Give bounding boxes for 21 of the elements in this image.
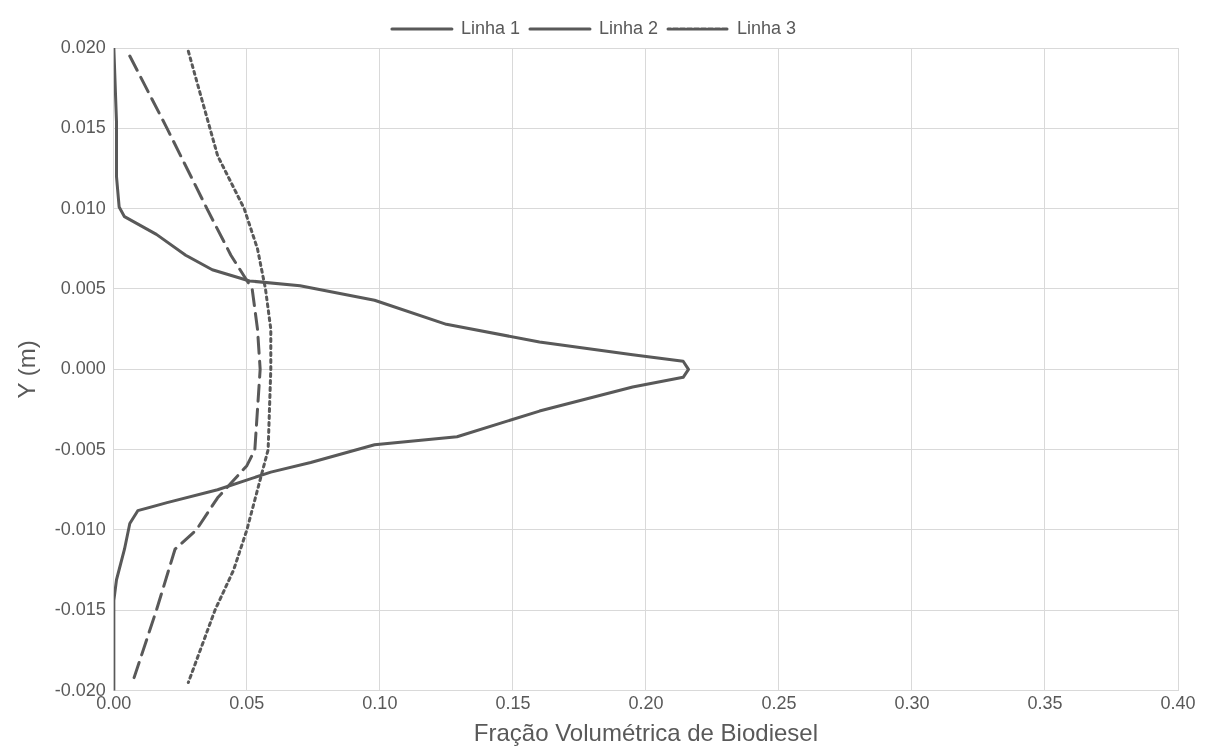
x-tick-label: 0.05	[229, 693, 265, 714]
y-tick-label: 0.010	[60, 197, 106, 218]
legend-label: Linha 3	[737, 17, 797, 38]
y-axis-title: Y (m)	[13, 340, 41, 399]
x-tick-label: 0.30	[894, 693, 930, 714]
y-tick-label: 0.000	[60, 358, 106, 379]
y-tick-label: 0.005	[60, 277, 106, 298]
legend-label: Linha 1	[460, 17, 520, 38]
y-tick-label: 0.020	[60, 36, 106, 57]
legend-label: Linha 2	[598, 17, 659, 38]
x-tick-label: 0.20	[628, 693, 664, 714]
y-tick-label: -0.015	[54, 599, 106, 620]
x-tick-label: 0.25	[761, 693, 797, 714]
x-tick-label: 0.10	[362, 693, 398, 714]
x-tick-label: 0.15	[495, 693, 531, 714]
x-axis-title: Fração Volumétrica de Biodiesel	[473, 719, 819, 747]
y-tick-label: -0.005	[54, 438, 106, 459]
y-tick-label: 0.015	[60, 117, 106, 138]
y-tick-label: -0.010	[54, 518, 106, 539]
x-tick-label: 0.35	[1027, 693, 1063, 714]
x-tick-label: 0.40	[1160, 693, 1196, 714]
